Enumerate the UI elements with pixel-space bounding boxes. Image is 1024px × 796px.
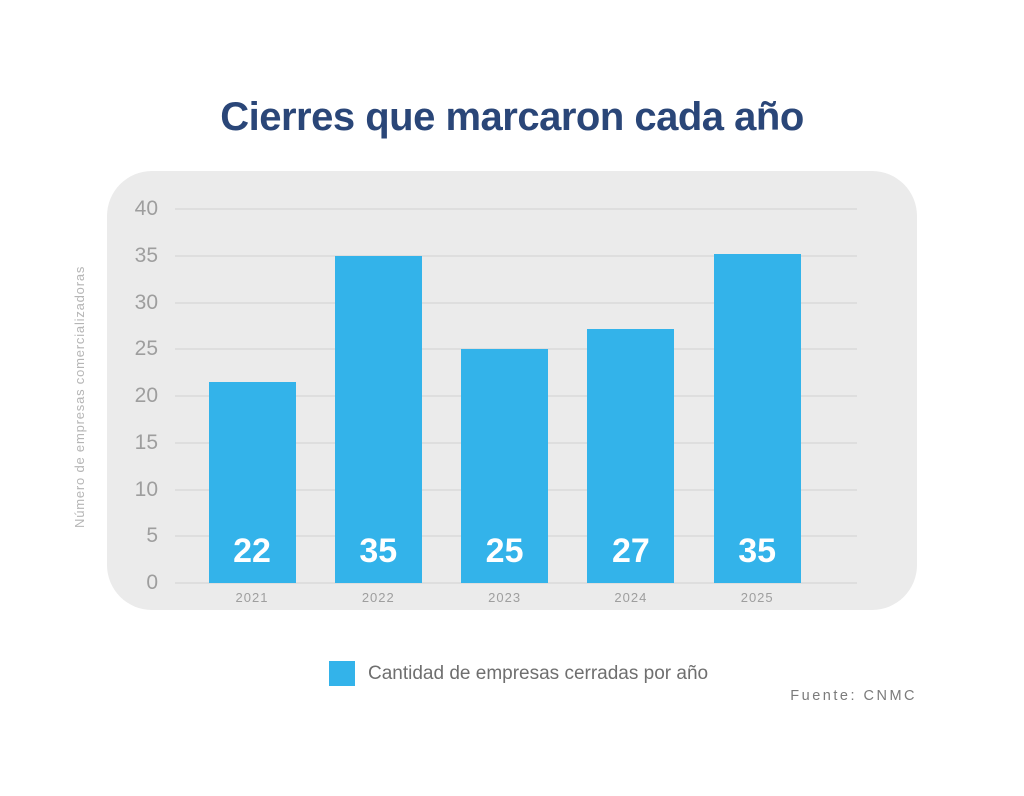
bar-value-label-2022: 35 (359, 532, 398, 570)
y-axis-title: Número de empresas comercializadoras (72, 265, 87, 529)
x-tick-label-2023: 2023 (488, 590, 522, 605)
y-tick-label-15: 15 (134, 430, 158, 454)
page-title: Cierres que marcaron cada año (220, 95, 804, 139)
x-tick-label-2021: 2021 (235, 590, 269, 605)
legend-swatch (329, 661, 355, 686)
bar-2024: 27 (587, 328, 675, 583)
bar-2022: 35 (334, 255, 422, 583)
x-tick-label-2024: 2024 (614, 590, 648, 605)
y-tick-label-25: 25 (134, 337, 158, 361)
y-tick-label-0: 0 (146, 571, 158, 594)
x-tick-label-2025: 2025 (740, 590, 774, 605)
plot-area: 0 5 10 15 20 25 30 35 40 22 2021 35 2022 25 2023 27 2024… (107, 171, 917, 610)
y-tick-label-10: 10 (134, 477, 158, 501)
gridline-y-35 (175, 254, 857, 257)
bar-value-label-2023: 25 (485, 532, 524, 570)
x-tick-label-2022: 2022 (361, 590, 395, 605)
y-tick-label-30: 30 (134, 290, 158, 314)
bar-value-label-2024: 27 (611, 531, 650, 570)
bar-2023: 25 (461, 349, 549, 583)
y-tick-label-5: 5 (146, 524, 158, 548)
legend: Cantidad de empresas cerradas por año (329, 661, 708, 686)
gridline-y-40 (175, 208, 857, 210)
source-note: Fuente: CNMC (790, 688, 917, 704)
bar-value-label-2021: 22 (233, 531, 271, 570)
bar-value-label-2025: 35 (738, 531, 777, 570)
chart-panel: 0 5 10 15 20 25 30 35 40 22 2021 35 2022 25 2023 27 2024… (107, 171, 917, 610)
legend-label: Cantidad de empresas cerradas por año (368, 662, 709, 684)
y-tick-label-35: 35 (134, 243, 158, 267)
bar-2025: 35 (713, 253, 801, 583)
y-tick-label-20: 20 (134, 384, 158, 407)
y-tick-label-40: 40 (134, 197, 158, 220)
gridline-y-0 (175, 582, 857, 584)
bar-2021: 22 (208, 381, 296, 583)
gridline-y-30 (175, 301, 857, 304)
